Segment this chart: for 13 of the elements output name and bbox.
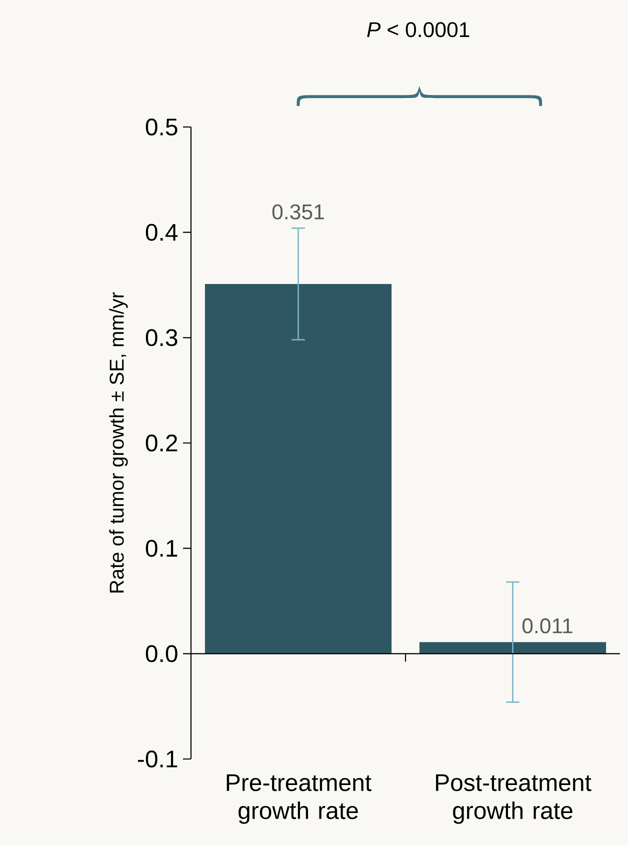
y-tick-label: 0.4 bbox=[146, 224, 178, 241]
y-tick-label: -0.1 bbox=[138, 750, 178, 768]
y-axis-title: Rate of tumor growth ± SE, mm/yr bbox=[109, 292, 128, 592]
data-label: 0.351 bbox=[272, 204, 324, 220]
data-label: 0.011 bbox=[522, 618, 572, 634]
y-tick-label: 0.2 bbox=[146, 434, 178, 452]
y-tick-label: 0.0 bbox=[146, 645, 178, 662]
y-tick-label: 0.1 bbox=[146, 540, 178, 557]
x-tick-label: Pre-treatment growth rate bbox=[226, 774, 372, 824]
x-tick-label: Post-treatment growth rate bbox=[436, 774, 592, 824]
y-tick-label: 0.5 bbox=[146, 118, 178, 136]
y-tick-label: 0.3 bbox=[146, 329, 178, 346]
text: P < 0.0001 bbox=[367, 22, 470, 38]
